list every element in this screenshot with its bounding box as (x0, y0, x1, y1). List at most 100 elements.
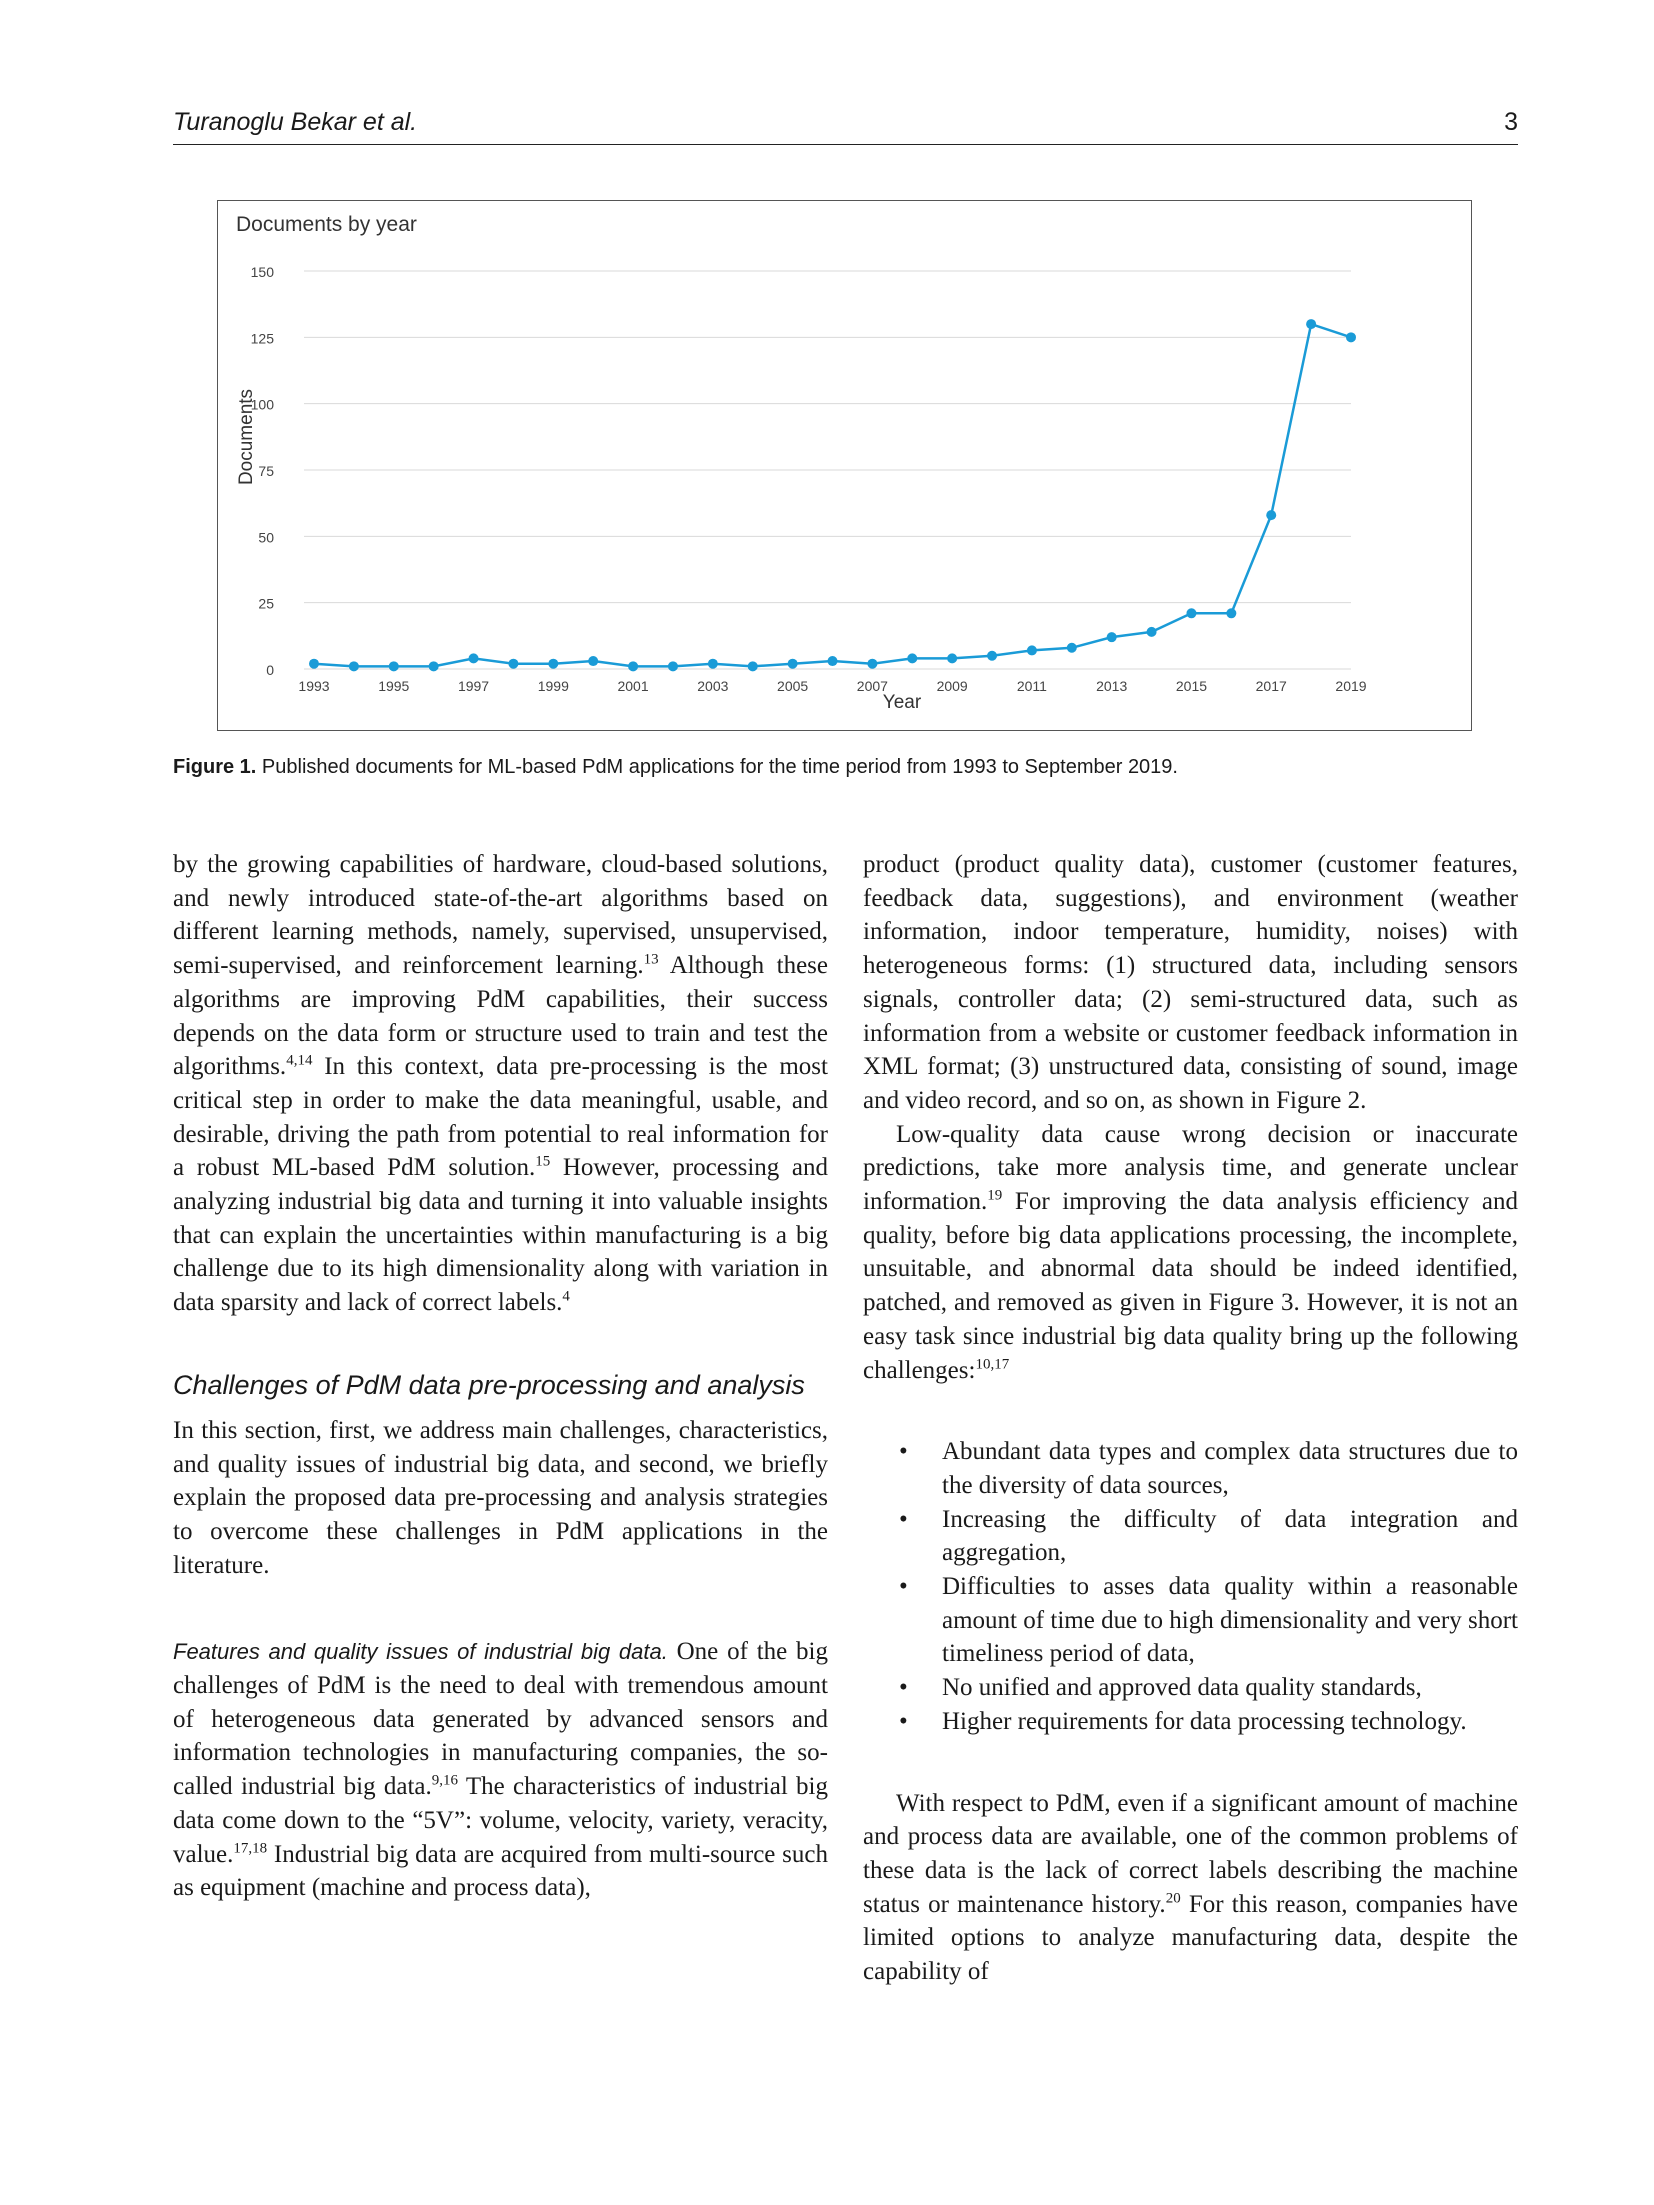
list-item-text: Higher requirements for data processing … (942, 1707, 1467, 1735)
x-tick-label: 2013 (1096, 678, 1127, 694)
y-tick-label: 0 (266, 662, 274, 678)
citation: 19 (987, 1187, 1003, 1204)
section-heading: Challenges of PdM data pre-processing an… (173, 1369, 805, 1400)
y-tick-label: 125 (251, 330, 275, 346)
y-tick-label: 75 (258, 463, 274, 479)
data-point (787, 658, 798, 669)
right-paragraph-3: With respect to PdM, even if a significa… (863, 1787, 1518, 1989)
bullet-glyph: • (899, 1438, 908, 1466)
bullet-glyph: • (899, 1707, 908, 1735)
bullet-glyph: • (899, 1505, 908, 1533)
x-tick-label: 1993 (298, 678, 329, 694)
right-paragraph-1: product (product quality data), customer… (863, 851, 1518, 1114)
citation: 4 (562, 1288, 570, 1305)
running-header-authors: Turanoglu Bekar et al. (173, 108, 418, 136)
list-item: • Abundant data types and complex data st… (863, 1435, 1518, 1502)
data-point (667, 661, 678, 672)
x-tick-label: 2007 (857, 678, 888, 694)
data-point (1026, 645, 1037, 656)
x-tick-label: 2005 (777, 678, 808, 694)
y-tick-label: 25 (258, 596, 274, 612)
data-point (588, 656, 599, 667)
data-point (747, 661, 758, 672)
data-point (508, 658, 519, 669)
data-point (867, 658, 878, 669)
y-tick-label: 50 (258, 529, 274, 545)
data-point (1066, 642, 1077, 653)
right-paragraph-2: Low-quality data cause wrong decision or… (863, 1118, 1518, 1388)
text-run: The characteristics of industrial big da… (173, 1773, 828, 1868)
text-run: For this reason, companies have limited … (863, 1890, 1518, 1986)
challenges-list: • Abundant data types and complex data st… (863, 1435, 1518, 1738)
x-tick-label: 2003 (697, 678, 728, 694)
data-point (1266, 510, 1277, 521)
left-column: by the growing capabilities of hardware,… (173, 848, 828, 1905)
page-number: 3 (1504, 108, 1518, 136)
data-points (309, 319, 1356, 672)
citation: 17,18 (233, 1840, 268, 1857)
data-point (1346, 332, 1356, 343)
text-run: In this context, data pre-processing is … (173, 1053, 828, 1182)
left-paragraph-2: In this section, first, we address main … (173, 1416, 828, 1579)
data-point (947, 653, 958, 664)
x-tick-labels: 1993 1995 1997 1999 2001 2003 2005 2007 2009 2011… (298, 678, 1366, 694)
figure-caption-label: Figure 1. (173, 756, 257, 778)
list-item: • No unified and approved data quality st… (863, 1671, 1518, 1705)
running-header: Turanoglu Bekar et al. 3 (173, 104, 1518, 145)
x-axis-label: Year (883, 692, 922, 713)
figure-caption: Figure 1. Published documents for ML-bas… (173, 756, 1518, 779)
x-tick-label: 2015 (1176, 678, 1207, 694)
data-point (548, 658, 559, 669)
x-tick-label: 1997 (458, 678, 489, 694)
y-tick-label: 100 (251, 397, 275, 413)
data-point (428, 661, 439, 672)
text-run: With respect to PdM, even if a significa… (863, 1789, 1518, 1918)
left-paragraph-3: Features and quality issues of industria… (173, 1635, 828, 1905)
chart-title: Documents by year (236, 213, 417, 236)
data-point (309, 658, 319, 669)
gridlines (304, 270, 1351, 670)
data-point (468, 653, 479, 664)
list-item-text: Abundant data types and complex data str… (942, 1438, 1518, 1499)
citation: 4,14 (286, 1052, 313, 1069)
data-point (1146, 626, 1157, 637)
y-tick-labels: 0 25 50 75 100 125 150 (251, 264, 275, 678)
list-item: • Increasing the difficulty of data integ… (863, 1503, 1518, 1570)
text-run: Industrial big data are acquired from mu… (173, 1840, 828, 1902)
x-tick-label: 2011 (1017, 678, 1047, 694)
data-point (707, 658, 718, 669)
text-run: Low-quality data cause wrong decision or… (863, 1120, 1518, 1216)
data-point (348, 661, 359, 672)
data-point (628, 661, 639, 672)
x-tick-label: 1999 (538, 678, 569, 694)
y-axis-label: Documents (236, 389, 257, 485)
citation: 20 (1165, 1890, 1181, 1907)
citation: 15 (535, 1154, 551, 1170)
text-run: For improving the data analysis efficien… (863, 1188, 1518, 1384)
bullet-glyph: • (899, 1674, 908, 1702)
bullet-glyph: • (899, 1573, 908, 1601)
figure-caption-text: Published documents for ML-based PdM app… (261, 756, 1178, 778)
text-run: by the growing capabilities of hardware,… (173, 851, 828, 980)
subsection-heading: Features and quality issues of industria… (173, 1639, 668, 1665)
left-paragraph-1: by the growing capabilities of hardware,… (173, 848, 828, 1320)
x-tick-label: 2017 (1256, 678, 1287, 694)
data-point (827, 656, 838, 667)
text-run: One of the big challenges of PdM is the … (173, 1638, 828, 1801)
documents-by-year-chart: 0 25 50 75 100 125 150 1993 1995 1997 1999 2001 200… (236, 264, 1367, 713)
text-run: Although these algorithms are improving … (173, 952, 828, 1081)
x-tick-label: 2019 (1335, 678, 1366, 694)
x-tick-label: 2001 (617, 678, 648, 694)
y-tick-label: 150 (251, 264, 275, 280)
citation: 13 (643, 951, 659, 968)
x-tick-label: 1995 (378, 678, 409, 694)
data-point (907, 653, 918, 664)
x-tick-label: 2009 (937, 678, 968, 694)
citation: 9,16 (431, 1772, 459, 1789)
figure-1: Documents by year 0 25 50 75 100 125 150 1993 1… (217, 200, 1472, 731)
right-column: product (product quality data), customer… (863, 848, 1518, 1989)
list-item-text: Increasing the difficulty of data integr… (942, 1505, 1518, 1567)
list-item: • Higher requirements for data processing… (863, 1705, 1518, 1739)
text-run: However, processing and analyzing indust… (173, 1154, 828, 1317)
